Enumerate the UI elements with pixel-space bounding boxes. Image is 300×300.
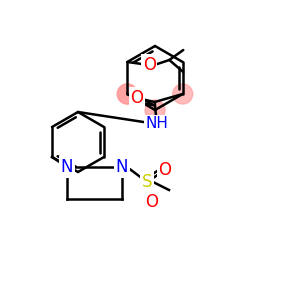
Circle shape [145,100,165,120]
Text: O: O [130,89,143,107]
Text: O: O [146,193,158,211]
Text: NH: NH [145,116,168,131]
Text: N: N [61,158,73,176]
Circle shape [117,84,137,104]
Text: N: N [116,158,128,176]
Circle shape [117,84,137,104]
Text: O: O [143,56,156,74]
Text: O: O [158,161,172,179]
Circle shape [173,84,193,104]
Text: S: S [142,173,152,191]
